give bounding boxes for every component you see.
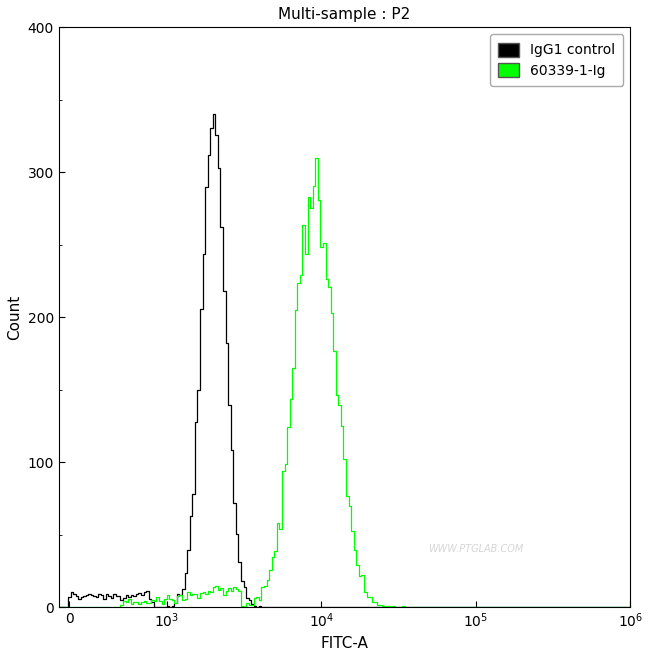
- X-axis label: FITC-A: FITC-A: [320, 636, 369, 651]
- Legend: IgG1 control, 60339-1-Ig: IgG1 control, 60339-1-Ig: [489, 34, 623, 86]
- Y-axis label: Count: Count: [7, 295, 22, 340]
- Title: Multi-sample : P2: Multi-sample : P2: [278, 7, 411, 22]
- Text: WWW.PTGLAB.COM: WWW.PTGLAB.COM: [428, 544, 524, 554]
